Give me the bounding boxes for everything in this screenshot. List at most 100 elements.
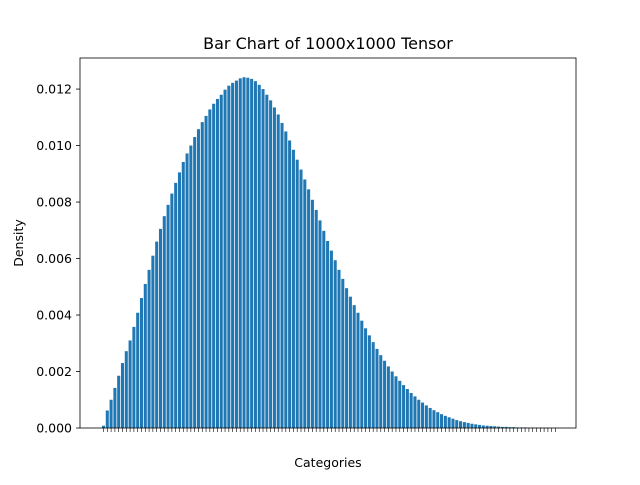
bar-28 xyxy=(208,109,211,428)
bar-31 xyxy=(220,95,223,428)
bar-23 xyxy=(189,146,192,428)
y-tick-label-6: 0.012 xyxy=(36,82,72,97)
bar-56 xyxy=(315,210,318,428)
bar-77 xyxy=(394,376,397,428)
bar-12 xyxy=(148,270,151,428)
bar-50 xyxy=(292,150,295,428)
bar-90 xyxy=(444,416,447,428)
y-axis-ticks: 0.000 0.002 0.004 0.006 0.008 0.010 0.012 xyxy=(36,82,80,436)
bar-10 xyxy=(140,298,143,428)
bar-79 xyxy=(402,385,405,428)
bar-6 xyxy=(125,351,128,428)
bar-55 xyxy=(311,200,314,428)
chart-title: Bar Chart of 1000x1000 Tensor xyxy=(203,34,453,53)
bar-7 xyxy=(129,340,132,428)
bar-86 xyxy=(429,408,432,428)
bar-35 xyxy=(235,81,238,428)
bar-33 xyxy=(227,86,230,428)
bar-21 xyxy=(182,162,185,428)
bar-76 xyxy=(391,372,394,428)
bars-group xyxy=(102,77,549,428)
bar-15 xyxy=(159,229,162,428)
bar-18 xyxy=(170,194,173,428)
bar-40 xyxy=(254,81,257,428)
bar-25 xyxy=(197,129,200,428)
bar-60 xyxy=(330,251,333,428)
bar-41 xyxy=(258,85,261,428)
y-axis-label: Density xyxy=(11,219,26,267)
bar-73 xyxy=(379,355,382,428)
bar-69 xyxy=(364,328,367,428)
bar-80 xyxy=(406,389,409,428)
bar-53 xyxy=(303,179,306,428)
bar-20 xyxy=(178,172,181,428)
bar-14 xyxy=(155,242,158,428)
bar-68 xyxy=(360,321,363,428)
bar-92 xyxy=(451,419,454,428)
bar-71 xyxy=(372,342,375,428)
bar-47 xyxy=(281,123,284,428)
bar-70 xyxy=(368,335,371,428)
bar-59 xyxy=(326,241,329,428)
bar-4 xyxy=(117,376,120,428)
bar-66 xyxy=(353,305,356,428)
bar-75 xyxy=(387,366,390,428)
bar-65 xyxy=(349,297,352,428)
bar-1 xyxy=(106,410,109,428)
bar-52 xyxy=(299,170,302,428)
bar-36 xyxy=(239,78,242,428)
y-tick-label-0: 0.000 xyxy=(36,421,72,436)
bar-8 xyxy=(132,327,135,428)
bar-26 xyxy=(201,122,204,428)
bar-62 xyxy=(337,270,340,428)
bar-34 xyxy=(231,83,234,428)
bar-83 xyxy=(417,400,420,428)
bar-11 xyxy=(144,284,147,428)
bar-27 xyxy=(205,116,208,428)
y-tick-label-4: 0.008 xyxy=(36,195,72,210)
bar-29 xyxy=(212,104,215,428)
y-tick-label-3: 0.006 xyxy=(36,251,72,266)
bar-16 xyxy=(163,216,166,428)
y-tick-label-5: 0.010 xyxy=(36,138,72,153)
bar-74 xyxy=(383,361,386,428)
bar-9 xyxy=(136,313,139,428)
bar-85 xyxy=(425,405,428,428)
bar-30 xyxy=(216,99,219,428)
x-axis-label: Categories xyxy=(294,455,361,470)
bar-22 xyxy=(186,153,189,428)
bar-3 xyxy=(113,388,116,428)
bar-81 xyxy=(410,393,413,428)
x-axis-ticks xyxy=(104,428,556,432)
bar-32 xyxy=(224,90,227,428)
bar-88 xyxy=(436,412,439,428)
bar-42 xyxy=(262,89,265,428)
bar-54 xyxy=(307,189,310,428)
bar-93 xyxy=(455,420,458,428)
bar-13 xyxy=(151,256,154,428)
bar-5 xyxy=(121,363,124,428)
bar-63 xyxy=(341,279,344,428)
bar-91 xyxy=(448,417,451,428)
bar-51 xyxy=(296,160,299,428)
bar-45 xyxy=(273,107,276,428)
bar-96 xyxy=(467,423,470,428)
bar-19 xyxy=(174,183,177,428)
bar-78 xyxy=(398,381,401,428)
bar-97 xyxy=(470,424,473,428)
bar-95 xyxy=(463,422,466,428)
bar-57 xyxy=(318,220,321,428)
bar-24 xyxy=(193,137,196,428)
y-tick-label-1: 0.002 xyxy=(36,364,72,379)
bar-39 xyxy=(250,79,253,428)
bar-87 xyxy=(432,410,435,428)
bar-43 xyxy=(265,95,268,428)
bar-82 xyxy=(413,396,416,428)
bar-37 xyxy=(243,77,246,428)
bar-94 xyxy=(459,421,462,428)
bar-89 xyxy=(440,414,443,428)
y-tick-label-2: 0.004 xyxy=(36,308,72,323)
bar-44 xyxy=(269,100,272,428)
